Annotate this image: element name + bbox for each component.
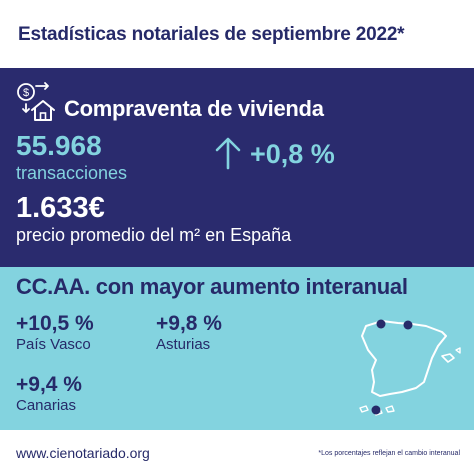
footnote: *Los porcentajes reflejan el cambio inte… (318, 450, 460, 457)
transactions-label: transacciones (16, 163, 128, 183)
region-name: Canarias (16, 397, 77, 414)
website-link[interactable]: www.cienotariado.org (16, 445, 150, 461)
price-value: 1.633€ (16, 192, 105, 224)
region-value: +9,8 % (156, 312, 222, 335)
change-value: +0,8 % (250, 139, 335, 169)
region-value: +10,5 % (16, 312, 94, 335)
map-marker-pais-vasco (403, 320, 413, 330)
region-name: Asturias (156, 336, 211, 353)
regions-panel (0, 267, 474, 430)
page-title: Estadísticas notariales de septiembre 20… (18, 24, 405, 45)
price-label: precio promedio del m² en España (16, 225, 292, 245)
region-name: País Vasco (16, 336, 91, 353)
region-value: +9,4 % (16, 373, 82, 396)
money-house-icon: $ (17, 82, 55, 121)
top-header: Estadísticas notariales de septiembre 20… (0, 0, 474, 68)
housing-panel (0, 68, 474, 267)
footer (0, 430, 474, 474)
svg-text:$: $ (23, 87, 29, 99)
spain-map-icon (359, 319, 461, 416)
regions-title: CC.AA. con mayor aumento interanual (16, 274, 408, 299)
map-marker-asturias (376, 319, 386, 329)
transactions-value: 55.968 (16, 130, 102, 161)
housing-title: Compraventa de vivienda (64, 96, 324, 121)
map-marker-canarias (371, 405, 381, 415)
arrow-up-icon (215, 137, 241, 170)
